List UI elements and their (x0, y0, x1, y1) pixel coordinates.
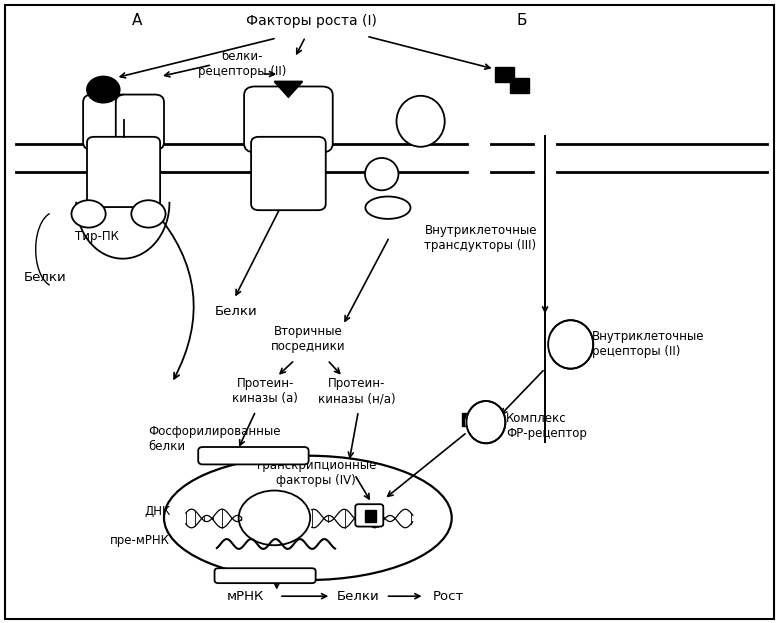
Text: Внутриклеточные
рецепторы (II): Внутриклеточные рецепторы (II) (592, 330, 704, 358)
Text: Тир-ПК: Тир-ПК (75, 231, 118, 244)
FancyBboxPatch shape (198, 447, 308, 464)
Circle shape (87, 77, 120, 103)
FancyBboxPatch shape (244, 87, 333, 153)
Ellipse shape (164, 455, 452, 580)
FancyBboxPatch shape (214, 568, 315, 583)
Text: 1: 1 (379, 169, 386, 179)
Bar (510, 78, 529, 93)
Text: Белки: Белки (337, 590, 380, 602)
Text: А: А (132, 13, 142, 28)
Ellipse shape (548, 320, 594, 369)
Text: Белки: Белки (24, 271, 67, 284)
FancyBboxPatch shape (355, 504, 383, 526)
FancyBboxPatch shape (251, 137, 326, 210)
Ellipse shape (365, 158, 398, 190)
Ellipse shape (548, 332, 568, 357)
Text: Фосфорилированные
белки: Фосфорилированные белки (149, 425, 281, 453)
Polygon shape (274, 82, 302, 97)
Text: 2: 2 (417, 111, 425, 124)
Ellipse shape (467, 401, 506, 444)
Ellipse shape (238, 490, 310, 545)
Text: Комплекс
ФР-рецептор: Комплекс ФР-рецептор (506, 412, 587, 440)
Text: Протеин-
киназы (н/а): Протеин- киназы (н/а) (318, 377, 396, 405)
Ellipse shape (467, 412, 484, 433)
Text: ДНК: ДНК (144, 505, 171, 518)
FancyBboxPatch shape (87, 137, 160, 207)
FancyBboxPatch shape (83, 95, 132, 150)
Text: пре-мРНК: пре-мРНК (111, 534, 171, 547)
Bar (462, 413, 479, 427)
Circle shape (72, 200, 106, 227)
Text: Транскрипционные
факторы (IV): Транскрипционные факторы (IV) (255, 459, 376, 487)
Text: Рост: Рост (433, 590, 464, 602)
Ellipse shape (397, 96, 445, 147)
Ellipse shape (365, 196, 411, 219)
FancyBboxPatch shape (116, 95, 164, 150)
Text: Б: Б (516, 13, 527, 28)
Bar (495, 67, 514, 82)
Text: Белки: Белки (214, 305, 257, 318)
Text: Протеин-
киназы (а): Протеин- киназы (а) (232, 377, 298, 405)
Text: белки-
рецепторы (II): белки- рецепторы (II) (198, 50, 286, 78)
Text: Внутриклеточные
трансдукторы (III): Внутриклеточные трансдукторы (III) (425, 224, 537, 252)
Text: P: P (85, 209, 93, 219)
Text: Факторы роста (I): Факторы роста (I) (246, 14, 377, 27)
Text: мРНК: мРНК (227, 590, 264, 602)
Circle shape (132, 200, 166, 227)
Bar (365, 510, 375, 521)
Text: P: P (145, 209, 152, 219)
Text: Вторичные
посредники: Вторичные посредники (270, 325, 345, 353)
